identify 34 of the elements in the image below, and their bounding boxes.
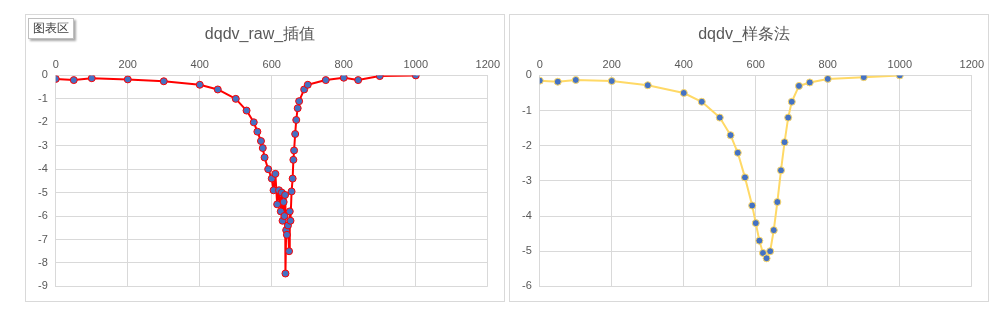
x-tick-label: 600 <box>746 57 765 70</box>
x-tick-label: 400 <box>674 57 693 70</box>
y-tick-label: -6 <box>38 209 48 222</box>
y-tick-label: -2 <box>38 115 48 128</box>
y-tick-label: -7 <box>38 232 48 245</box>
y-tick-label: 0 <box>41 68 48 81</box>
x-tick-label: 1200 <box>475 57 501 70</box>
y-tick-label: -8 <box>38 255 48 268</box>
y-tick-label: -1 <box>522 103 532 116</box>
y-tick-label: -2 <box>522 138 532 151</box>
text: 图表区 <box>28 18 74 39</box>
x-tick-label: 800 <box>334 57 353 70</box>
chart-title: dqdv_raw_插值 <box>204 25 316 44</box>
x-tick-label: 600 <box>262 57 281 70</box>
x-tick-label: 0 <box>52 57 59 70</box>
y-tick-label: -4 <box>522 209 532 222</box>
x-tick-label: 1200 <box>959 57 985 70</box>
x-tick-label: 400 <box>190 57 209 70</box>
x-tick-label: 800 <box>818 57 837 70</box>
x-tick-label: 1000 <box>403 57 429 70</box>
y-tick-label: -9 <box>38 279 48 292</box>
y-tick-label: 0 <box>525 68 532 81</box>
x-tick-label: 200 <box>118 57 137 70</box>
y-tick-label: -6 <box>522 279 532 292</box>
x-tick-label: 200 <box>602 57 621 70</box>
y-tick-label: -4 <box>38 162 48 175</box>
y-tick-label: -3 <box>522 173 532 186</box>
x-tick-label: 0 <box>536 57 543 70</box>
y-tick-label: -3 <box>38 138 48 151</box>
x-tick-label: 1000 <box>887 57 913 70</box>
y-tick-label: -5 <box>522 244 532 257</box>
y-tick-label: -1 <box>38 91 48 104</box>
y-tick-label: -5 <box>38 185 48 198</box>
chart-title: dqdv_样条法 <box>698 25 790 44</box>
